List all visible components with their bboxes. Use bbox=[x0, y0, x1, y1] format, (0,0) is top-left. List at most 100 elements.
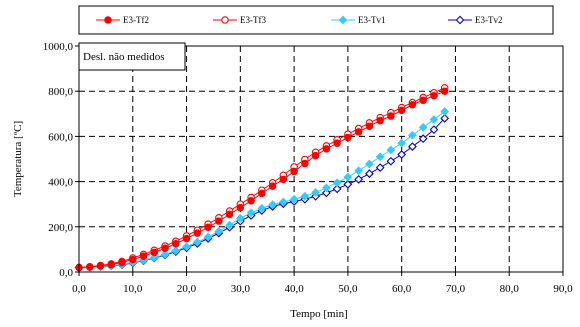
data-point bbox=[376, 116, 384, 125]
data-point bbox=[419, 96, 427, 104]
data-point bbox=[289, 194, 299, 204]
data-point bbox=[418, 122, 428, 132]
legend-marker bbox=[338, 15, 348, 25]
data-point bbox=[440, 87, 449, 95]
data-point bbox=[386, 145, 396, 155]
data-point bbox=[171, 246, 181, 256]
data-point bbox=[214, 226, 224, 236]
data-point bbox=[311, 188, 321, 197]
data-point bbox=[332, 184, 342, 194]
data-point bbox=[332, 178, 342, 188]
data-point bbox=[193, 229, 202, 237]
legend: E3-Tf2 E3-Tf3 E3-Tv1 E3-Tv2 bbox=[78, 5, 554, 35]
y-axis-title: Temperatura [ºC] bbox=[12, 121, 24, 197]
legend-marker bbox=[221, 16, 229, 24]
data-point bbox=[343, 179, 353, 189]
data-point bbox=[321, 188, 331, 198]
data-point bbox=[354, 174, 364, 184]
annotation-box: Desl. não medidos bbox=[78, 42, 186, 71]
data-point bbox=[365, 122, 374, 130]
data-point bbox=[408, 101, 417, 109]
data-point bbox=[150, 248, 159, 257]
data-point bbox=[107, 260, 116, 269]
data-point bbox=[343, 172, 353, 182]
y-tick-label: 800,0 bbox=[48, 86, 73, 98]
x-axis-title: Tempo [min] bbox=[290, 308, 348, 320]
legend-marker bbox=[104, 16, 112, 24]
legend-label: E3-Tv1 bbox=[358, 15, 386, 25]
annotation-text: Desl. não medidos bbox=[83, 51, 165, 63]
data-point bbox=[322, 145, 331, 153]
data-point bbox=[333, 139, 341, 147]
legend-label: E3-Tf3 bbox=[240, 15, 266, 25]
series-E3-Tf2 bbox=[75, 87, 449, 272]
data-point bbox=[354, 166, 364, 176]
data-point bbox=[279, 175, 288, 184]
data-point bbox=[440, 107, 450, 116]
data-point bbox=[161, 244, 169, 253]
legend-item: E3-Tf3 bbox=[213, 15, 266, 25]
data-point bbox=[129, 255, 137, 264]
data-point bbox=[429, 125, 439, 134]
x-tick-label: 60,0 bbox=[392, 283, 412, 295]
legend-label: E3-Tv2 bbox=[475, 15, 503, 25]
data-point bbox=[139, 252, 148, 260]
data-point bbox=[278, 197, 288, 207]
x-tick-label: 0,0 bbox=[72, 283, 86, 295]
data-point bbox=[204, 223, 212, 232]
data-point bbox=[397, 138, 407, 148]
data-point bbox=[149, 253, 159, 262]
legend-item: E3-Tv2 bbox=[448, 15, 503, 25]
data-point bbox=[397, 106, 406, 115]
data-point bbox=[375, 163, 385, 172]
data-point bbox=[300, 191, 310, 201]
data-point bbox=[301, 159, 309, 168]
plot-area-frame bbox=[78, 45, 564, 273]
data-point bbox=[268, 182, 277, 190]
data-point bbox=[365, 169, 374, 179]
data-point bbox=[408, 130, 417, 140]
data-point bbox=[172, 240, 180, 248]
y-tick-label: 1000,0 bbox=[43, 41, 74, 53]
legend-marker bbox=[455, 15, 465, 25]
data-point bbox=[203, 232, 213, 242]
data-point bbox=[96, 262, 105, 270]
y-tick-label: 600,0 bbox=[48, 131, 73, 143]
x-tick-label: 90,0 bbox=[553, 283, 573, 295]
data-point bbox=[258, 189, 266, 198]
data-point bbox=[182, 234, 191, 243]
x-tick-label: 40,0 bbox=[284, 283, 304, 295]
data-point bbox=[160, 249, 170, 259]
x-tick-label: 70,0 bbox=[446, 283, 466, 295]
data-point bbox=[354, 128, 363, 136]
data-point bbox=[430, 91, 438, 100]
data-point bbox=[311, 151, 320, 160]
data-point bbox=[387, 112, 395, 120]
legend-item: E3-Tf2 bbox=[96, 15, 149, 25]
data-point bbox=[225, 220, 234, 230]
data-point bbox=[365, 159, 374, 169]
y-tick-label: 400,0 bbox=[48, 177, 73, 189]
data-point bbox=[182, 242, 191, 252]
data-point bbox=[440, 113, 450, 123]
y-tick-label: 0,0 bbox=[59, 267, 73, 279]
data-point bbox=[418, 134, 428, 144]
data-point bbox=[375, 152, 385, 162]
y-tick-label: 200,0 bbox=[48, 222, 73, 234]
x-tick-label: 80,0 bbox=[500, 283, 520, 295]
legend-label: E3-Tf2 bbox=[123, 15, 149, 25]
grid bbox=[79, 46, 563, 272]
data-point bbox=[235, 213, 245, 223]
data-point bbox=[321, 183, 331, 193]
data-point bbox=[86, 263, 94, 271]
data-point bbox=[225, 210, 234, 219]
data-point bbox=[290, 167, 298, 176]
legend-item: E3-Tv1 bbox=[331, 15, 386, 25]
data-point bbox=[215, 217, 223, 225]
data-point bbox=[257, 203, 267, 213]
data-point bbox=[408, 142, 417, 151]
data-point bbox=[246, 208, 256, 218]
data-point bbox=[344, 133, 352, 142]
x-tick-label: 10,0 bbox=[123, 283, 143, 295]
